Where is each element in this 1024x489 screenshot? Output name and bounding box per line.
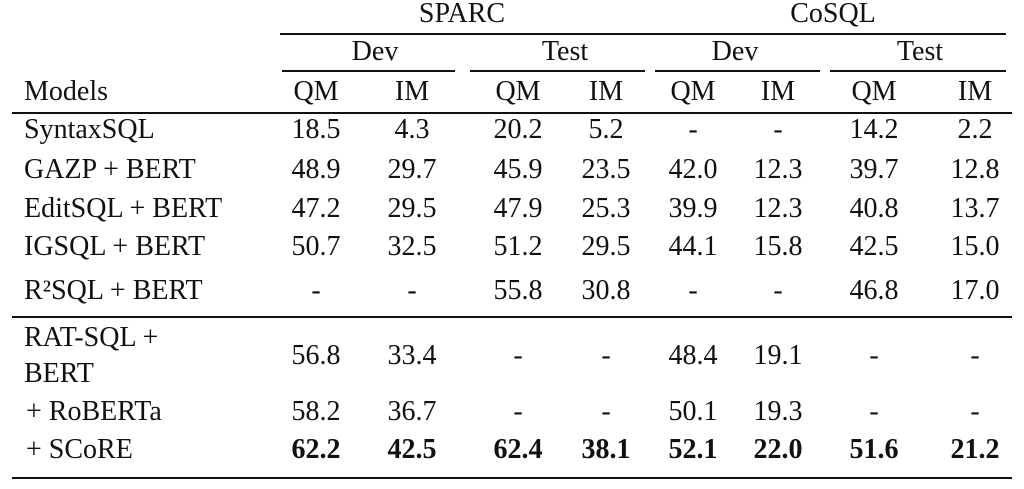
cell: 56.8 [291,340,341,371]
rule [282,70,455,72]
cell: 18.5 [291,114,341,145]
cell: 15.8 [753,231,803,262]
cell: - [601,396,611,427]
cell: 15.0 [950,231,1000,262]
cell: - [311,275,321,306]
cell: - [970,340,980,371]
rule [830,70,1006,72]
cell: 42.5 [387,434,437,465]
cell: 44.1 [668,231,718,262]
cell: 50.1 [668,396,718,427]
group-header: SPARC [418,0,506,29]
split-header: Test [896,36,944,67]
cell: - [513,340,523,371]
cell: 5.2 [588,114,624,145]
cell: 39.9 [668,193,718,224]
group-header: CoSQL [790,0,876,29]
cell: 25.3 [581,193,631,224]
cell: 58.2 [291,396,341,427]
cell: 17.0 [950,275,1000,306]
model-name: IGSQL + BERT [24,231,206,262]
cell: 21.2 [950,434,1000,465]
column-header: QM [670,76,716,107]
cell: 20.2 [493,114,543,145]
cell: 48.4 [668,340,718,371]
cell: - [869,340,879,371]
column-header: QM [293,76,339,107]
column-header: IM [760,76,796,107]
column-header: IM [588,76,624,107]
cell: 29.5 [581,231,631,262]
rule [12,316,1012,318]
cell: 40.8 [849,193,899,224]
split-header: Test [541,36,589,67]
model-name: GAZP + BERT [24,154,196,185]
cell: - [513,396,523,427]
cell: 39.7 [849,154,899,185]
rule [470,70,645,72]
cell: 29.5 [387,193,437,224]
cell: 32.5 [387,231,437,262]
column-header: IM [394,76,430,107]
cell: 2.2 [957,114,993,145]
cell: 12.3 [753,193,803,224]
cell: - [407,275,417,306]
rule [280,33,1006,35]
rule [655,70,820,72]
model-name: + RoBERTa [26,396,162,427]
column-header: QM [495,76,541,107]
cell: - [688,275,698,306]
rule [12,112,1012,114]
cell: 47.9 [493,193,543,224]
column-header: IM [957,76,993,107]
cell: 13.7 [950,193,1000,224]
cell: 38.1 [581,434,631,465]
model-name: + SCoRE [26,434,133,465]
model-name: EditSQL + BERT [24,193,223,224]
cell: 51.2 [493,231,543,262]
cell: 48.9 [291,154,341,185]
cell: - [773,114,783,145]
cell: 12.8 [950,154,1000,185]
cell: 19.1 [753,340,803,371]
model-name: R²SQL + BERT [24,275,203,306]
cell: - [773,275,783,306]
cell: 50.7 [291,231,341,262]
rule [12,477,1012,479]
cell: 52.1 [668,434,718,465]
cell: - [869,396,879,427]
cell: 30.8 [581,275,631,306]
cell: - [601,340,611,371]
cell: 4.3 [394,114,430,145]
split-header: Dev [711,36,759,67]
cell: 45.9 [493,154,543,185]
cell: - [970,396,980,427]
cell: 14.2 [849,114,899,145]
cell: 29.7 [387,154,437,185]
cell: 62.4 [493,434,543,465]
cell: 23.5 [581,154,631,185]
column-header: Models [24,76,108,107]
column-header: QM [851,76,897,107]
cell: 55.8 [493,275,543,306]
cell: 36.7 [387,396,437,427]
cell: 62.2 [291,434,341,465]
cell: 42.0 [668,154,718,185]
cell: 19.3 [753,396,803,427]
model-name: RAT-SQL + BERT [24,322,159,389]
cell: 46.8 [849,275,899,306]
cell: 47.2 [291,193,341,224]
split-header: Dev [351,36,399,67]
cell: 51.6 [849,434,899,465]
cell: 22.0 [753,434,803,465]
cell: 42.5 [849,231,899,262]
cell: 12.3 [753,154,803,185]
model-name: SyntaxSQL [24,114,155,145]
cell: 33.4 [387,340,437,371]
cell: - [688,114,698,145]
